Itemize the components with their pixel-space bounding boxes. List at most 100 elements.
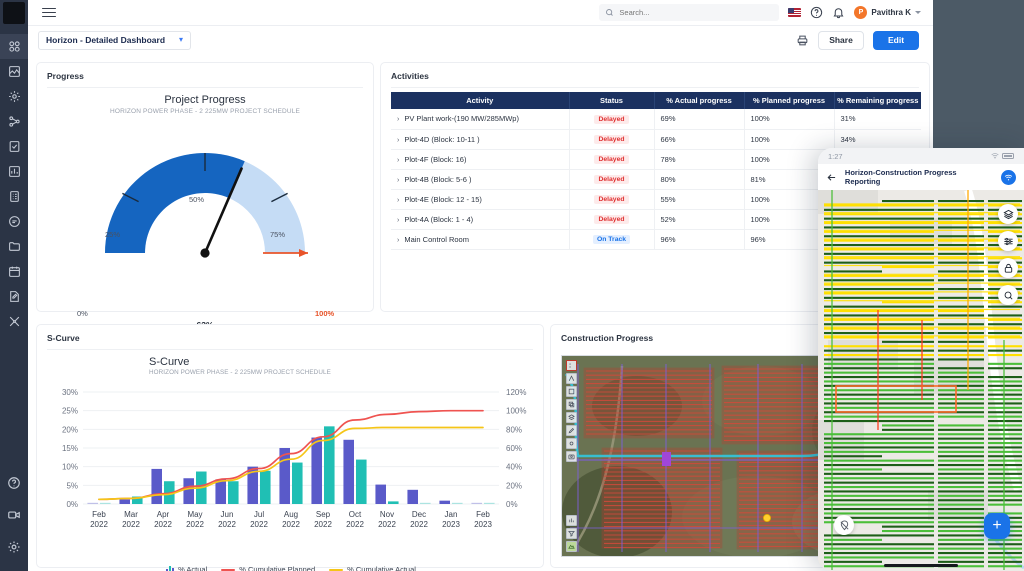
chart-image-icon — [8, 65, 21, 78]
sidebar-item-workflow[interactable] — [0, 109, 28, 134]
app-root: P Pavithra K Horizon - Detailed Dashboar… — [0, 0, 1024, 571]
print-icon[interactable] — [796, 34, 809, 47]
expand-chevron-icon[interactable]: › — [397, 197, 399, 204]
x-axis-tick: Feb — [476, 510, 490, 519]
gear-icon — [7, 540, 21, 554]
column-header-status[interactable]: Status — [569, 92, 654, 109]
hamburger-icon[interactable] — [42, 5, 56, 20]
sidebar-item-automation[interactable] — [0, 84, 28, 109]
location-off-icon[interactable] — [834, 515, 854, 535]
progress-card-title: Progress — [37, 63, 373, 87]
map-tool-basemap[interactable] — [566, 541, 577, 552]
sidebar-item-tasks[interactable] — [0, 134, 28, 159]
sidebar-item-calendar[interactable] — [0, 259, 28, 284]
map-tool-measure[interactable] — [566, 386, 577, 397]
tablet-map[interactable]: + — [818, 190, 1024, 571]
divider — [47, 349, 533, 350]
cell-actual: 66% — [654, 129, 744, 149]
scurve-header: S-Curve HORIZON POWER PHASE - 2 225MW PR… — [37, 356, 543, 376]
map-tool-copy[interactable] — [566, 399, 577, 410]
user-menu[interactable]: P Pavithra K — [854, 6, 921, 19]
expand-chevron-icon[interactable]: › — [397, 217, 399, 224]
sidebar-item-chat[interactable] — [0, 209, 28, 234]
scurve-chart: 0% 5% 10% 15% 20% 25% 30% 0% 20% 40% 60% 80% 100% 120… — [37, 376, 545, 571]
column-header-actual[interactable]: % Actual progress — [654, 92, 744, 109]
cell-activity: › Plot-4D (Block: 10-11 ) — [391, 129, 569, 149]
nodes-icon — [8, 115, 21, 128]
status-badge: Delayed — [594, 135, 628, 144]
sidebar-item-dashboards[interactable] — [0, 34, 28, 59]
map-tool-settings[interactable] — [566, 438, 577, 449]
legend-item-cumulative-planned[interactable]: % Cumulative Planned — [221, 565, 315, 571]
layers-icon[interactable] — [998, 204, 1018, 224]
sidebar-item-files[interactable] — [0, 234, 28, 259]
column-header-remaining[interactable]: % Remaining progress — [834, 92, 921, 109]
share-button[interactable]: Share — [818, 31, 864, 50]
expand-chevron-icon[interactable]: › — [397, 157, 399, 164]
y-axis-tick: 30% — [62, 388, 78, 397]
expand-chevron-icon[interactable]: › — [397, 237, 399, 244]
bar — [119, 500, 130, 504]
expand-chevron-icon[interactable]: › — [397, 116, 399, 123]
sidebar-item-help[interactable] — [0, 469, 28, 497]
avatar: P — [854, 6, 867, 19]
report-chart-icon — [8, 165, 21, 178]
legend-item-actual[interactable]: % Actual — [166, 565, 207, 571]
arrow-left-icon[interactable] — [826, 172, 837, 183]
table-row[interactable]: › Plot-4D (Block: 10-11 ) Delayed 66% 100% 34… — [391, 129, 921, 149]
chat-bubble-icon — [8, 215, 21, 228]
basemap-icon — [568, 543, 575, 550]
map-tool-legend[interactable] — [566, 515, 577, 526]
sidebar-item-tools[interactable] — [0, 309, 28, 334]
bar — [452, 503, 463, 504]
search-box[interactable] — [599, 4, 779, 21]
wifi-circle-icon[interactable] — [1001, 170, 1016, 185]
settings-icon — [568, 440, 575, 447]
sidebar-item-video[interactable] — [0, 501, 28, 529]
lock-icon[interactable] — [998, 258, 1018, 278]
expand-chevron-icon[interactable]: › — [397, 177, 399, 184]
sidebar-item-forms[interactable] — [0, 184, 28, 209]
map-tool-camera[interactable] — [566, 451, 577, 462]
sidebar-item-analytics[interactable] — [0, 59, 28, 84]
tablet-status-bar: 1:27 — [818, 148, 1024, 164]
us-flag-icon[interactable] — [788, 8, 801, 17]
cell-status: Delayed — [569, 129, 654, 149]
map-tool-pan[interactable] — [566, 373, 577, 384]
gauge-header: Project Progress HORIZON POWER PHASE - 2… — [37, 94, 373, 115]
gauge-subtitle: HORIZON POWER PHASE - 2 225MW PROJECT SC… — [37, 108, 373, 115]
x-axis-tick: 2023 — [442, 520, 460, 529]
cell-status: Delayed — [569, 169, 654, 189]
column-header-activity[interactable]: Activity — [391, 92, 569, 109]
expand-chevron-icon[interactable]: › — [397, 137, 399, 144]
bell-icon[interactable] — [832, 6, 845, 19]
map-tool-layers[interactable] — [566, 412, 577, 423]
x-axis-tick: Jun — [221, 510, 234, 519]
cell-activity: › Plot-4F (Block: 16) — [391, 149, 569, 169]
gear-sun-icon — [8, 90, 21, 103]
bars-icon — [166, 566, 174, 571]
filter-sliders-icon[interactable] — [998, 231, 1018, 251]
map-tool-edit[interactable] — [566, 425, 577, 436]
sidebar-item-reports[interactable] — [0, 159, 28, 184]
activity-name: Plot-4F (Block: 16) — [404, 155, 466, 164]
map-tool-select[interactable] — [566, 360, 577, 371]
sidebar-item-documents[interactable] — [0, 284, 28, 309]
help-circle-icon[interactable] — [810, 6, 823, 19]
bar — [292, 463, 303, 504]
y2-axis-tick: 100% — [506, 407, 526, 416]
dashboard-selector[interactable]: Horizon - Detailed Dashboard ▾ — [38, 31, 191, 50]
map-tool-filter[interactable] — [566, 528, 577, 539]
search-icon[interactable] — [998, 285, 1018, 305]
cell-status: Delayed — [569, 149, 654, 169]
edit-button[interactable]: Edit — [873, 31, 919, 50]
legend-item-cumulative-actual[interactable]: % Cumulative Actual — [329, 565, 416, 571]
gauge-tick-25: 25% — [105, 230, 120, 239]
top-bar: P Pavithra K — [28, 0, 933, 26]
edit-icon — [568, 427, 575, 434]
sidebar-item-settings[interactable] — [0, 533, 28, 561]
table-row[interactable]: › PV Plant work-(190 MW/285MWp) Delayed 69%… — [391, 109, 921, 129]
column-header-planned[interactable]: % Planned progress — [744, 92, 834, 109]
add-button[interactable]: + — [984, 513, 1010, 539]
search-input[interactable] — [619, 8, 773, 17]
